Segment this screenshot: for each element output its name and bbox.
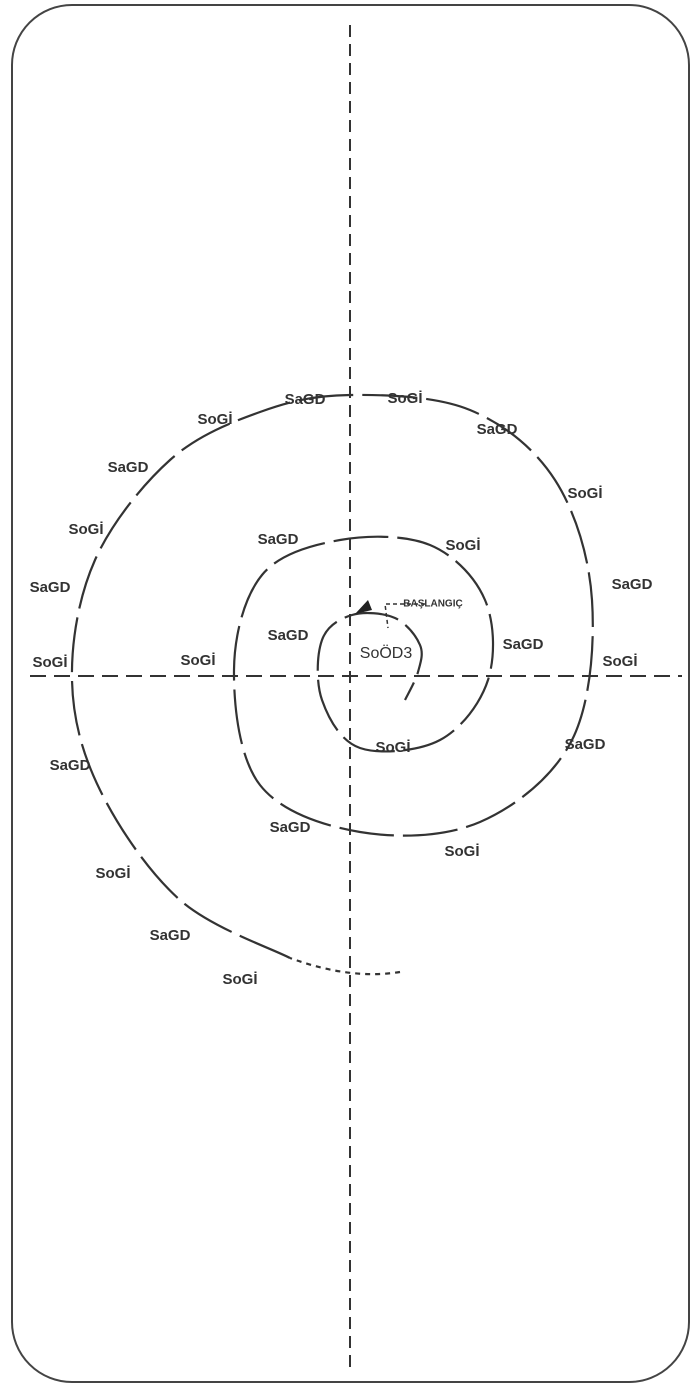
segment-label: SoGİ bbox=[387, 390, 422, 407]
start-arrow bbox=[355, 600, 372, 614]
segment-label: SoGİ bbox=[197, 411, 232, 428]
segment-label: SaGD bbox=[565, 736, 606, 753]
segment-label: SaGD bbox=[285, 391, 326, 408]
segment-label: SoGİ bbox=[444, 843, 479, 860]
segment-label: SaGD bbox=[270, 819, 311, 836]
segment-label: SoGİ bbox=[180, 652, 215, 669]
segment-label: SaGD bbox=[268, 627, 309, 644]
segment-label: SoGİ bbox=[567, 485, 602, 502]
center-label: SoÖD3 bbox=[360, 644, 413, 662]
spiral-end bbox=[289, 956, 401, 976]
start-pointer bbox=[384, 603, 425, 629]
segment-label: SoGİ bbox=[95, 865, 130, 882]
segment-label: SoGİ bbox=[375, 739, 410, 756]
start-label: BAŞLANGIÇ bbox=[403, 599, 462, 610]
segment-label: SaGD bbox=[503, 636, 544, 653]
segment-label: SoGİ bbox=[602, 653, 637, 670]
segment-label: SaGD bbox=[477, 421, 518, 438]
segment-label: SoGİ bbox=[32, 654, 67, 671]
segment-label: SaGD bbox=[50, 757, 91, 774]
segment-label: SaGD bbox=[258, 531, 299, 548]
segment-label: SaGD bbox=[108, 459, 149, 476]
segment-label: SoGİ bbox=[68, 521, 103, 538]
segment-label: SaGD bbox=[612, 576, 653, 593]
segment-label: SoGİ bbox=[222, 971, 257, 988]
frame bbox=[11, 4, 690, 1383]
spiral bbox=[70, 393, 594, 959]
segment-label: SaGD bbox=[150, 927, 191, 944]
segment-label: SaGD bbox=[30, 579, 71, 596]
segment-label: SoGİ bbox=[445, 537, 480, 554]
